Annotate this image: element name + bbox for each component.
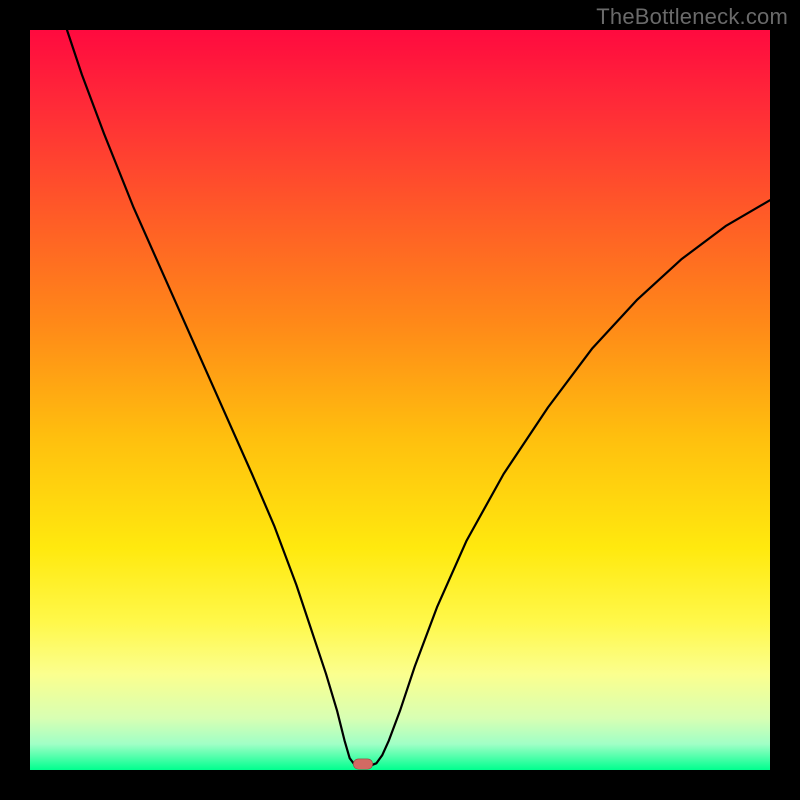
watermark-text: TheBottleneck.com — [596, 4, 788, 30]
chart-container: TheBottleneck.com — [0, 0, 800, 800]
plot-background — [30, 30, 770, 770]
optimum-marker — [353, 759, 372, 769]
bottleneck-chart — [0, 0, 800, 800]
